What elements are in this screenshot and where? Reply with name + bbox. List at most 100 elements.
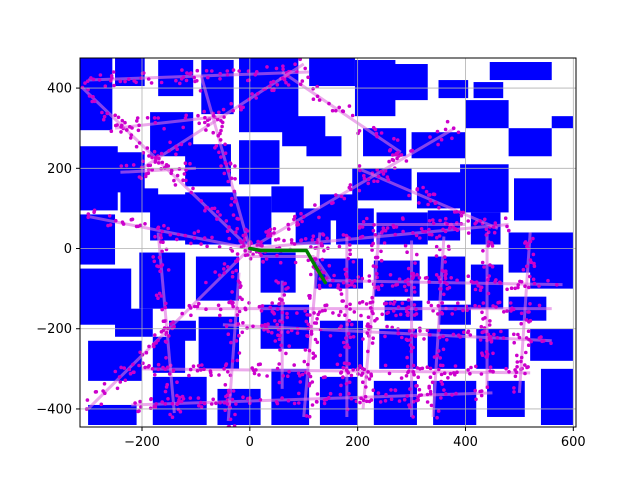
sample-point bbox=[115, 386, 120, 391]
sample-point bbox=[368, 306, 373, 310]
sample-point bbox=[230, 270, 235, 275]
sample-point bbox=[432, 192, 437, 197]
sample-point bbox=[277, 380, 282, 385]
sample-point bbox=[412, 285, 416, 290]
sample-point bbox=[456, 130, 461, 135]
sample-point bbox=[142, 71, 146, 75]
sample-point bbox=[431, 218, 435, 222]
sample-point bbox=[546, 278, 550, 283]
sample-point bbox=[246, 69, 251, 73]
sample-point bbox=[347, 345, 351, 350]
sample-point bbox=[418, 236, 422, 240]
sample-point bbox=[309, 332, 314, 336]
sample-point bbox=[331, 311, 335, 315]
sample-point bbox=[239, 245, 244, 249]
sample-point bbox=[137, 363, 141, 368]
sample-point bbox=[103, 391, 107, 396]
sample-point bbox=[400, 301, 405, 306]
sample-point bbox=[168, 322, 173, 326]
sample-point bbox=[272, 231, 276, 235]
sample-point bbox=[371, 388, 376, 393]
sample-point bbox=[146, 163, 151, 168]
sample-point bbox=[443, 260, 448, 264]
sample-point bbox=[127, 77, 131, 81]
sample-point bbox=[268, 84, 272, 89]
obstacle-block bbox=[460, 164, 509, 213]
sample-point bbox=[381, 226, 386, 230]
sample-point bbox=[153, 373, 157, 377]
sample-point bbox=[189, 241, 193, 246]
sample-point bbox=[374, 265, 379, 269]
sample-point bbox=[237, 69, 241, 73]
sample-point bbox=[437, 335, 442, 340]
sample-point bbox=[478, 285, 483, 289]
sample-point bbox=[203, 208, 207, 213]
sample-point bbox=[425, 392, 430, 397]
sample-point bbox=[221, 107, 226, 112]
sample-point bbox=[290, 241, 294, 245]
sample-point bbox=[428, 199, 433, 203]
sample-point bbox=[205, 205, 210, 210]
sample-point bbox=[348, 302, 352, 307]
sample-point bbox=[163, 305, 168, 310]
sample-point bbox=[444, 216, 448, 221]
sample-point bbox=[223, 383, 228, 387]
sample-point bbox=[370, 243, 374, 248]
sample-point bbox=[222, 401, 227, 405]
sample-point bbox=[175, 147, 179, 151]
sample-point bbox=[109, 129, 114, 133]
sample-point bbox=[357, 226, 362, 230]
sample-point bbox=[512, 386, 516, 390]
sample-point bbox=[226, 265, 230, 269]
sample-edge bbox=[120, 166, 196, 174]
sample-point bbox=[263, 86, 268, 91]
sample-point bbox=[422, 337, 426, 341]
sample-point bbox=[103, 84, 108, 88]
sample-point bbox=[347, 380, 352, 385]
sample-point bbox=[274, 279, 278, 283]
sample-point bbox=[521, 267, 526, 272]
sample-point bbox=[317, 98, 322, 102]
sample-point bbox=[241, 105, 245, 110]
sample-point bbox=[278, 333, 282, 338]
sample-point bbox=[332, 273, 336, 278]
sample-point bbox=[293, 214, 297, 219]
sample-point bbox=[474, 280, 479, 285]
obstacle-block bbox=[233, 196, 272, 245]
sample-point bbox=[513, 286, 517, 291]
sample-point bbox=[526, 329, 531, 334]
sample-point bbox=[295, 311, 299, 315]
sample-point bbox=[205, 244, 209, 249]
sample-point bbox=[399, 153, 404, 157]
sample-point bbox=[487, 323, 492, 327]
sample-point bbox=[280, 320, 285, 325]
sample-point bbox=[257, 304, 262, 309]
sample-point bbox=[86, 212, 91, 216]
sample-point bbox=[347, 278, 352, 283]
sample-point bbox=[266, 229, 271, 233]
sample-point bbox=[466, 330, 470, 335]
sample-point bbox=[320, 257, 325, 262]
sample-point bbox=[439, 372, 444, 377]
sample-point bbox=[375, 317, 379, 321]
sample-point bbox=[523, 284, 527, 289]
sample-point bbox=[188, 72, 192, 76]
sample-point bbox=[527, 285, 531, 290]
sample-point bbox=[91, 77, 96, 82]
sample-point bbox=[368, 325, 373, 329]
sample-point bbox=[519, 311, 524, 316]
sample-point bbox=[149, 397, 153, 402]
sample-point bbox=[203, 120, 207, 125]
sample-point bbox=[400, 335, 404, 340]
sample-point bbox=[199, 405, 204, 409]
sample-point bbox=[229, 340, 233, 345]
sample-point bbox=[159, 236, 163, 240]
sample-point bbox=[336, 283, 341, 287]
sample-point bbox=[537, 336, 542, 340]
sample-point bbox=[519, 359, 523, 364]
sample-point bbox=[466, 231, 471, 235]
sample-point bbox=[169, 171, 173, 176]
sample-point bbox=[388, 273, 393, 277]
sample-point bbox=[461, 308, 465, 313]
